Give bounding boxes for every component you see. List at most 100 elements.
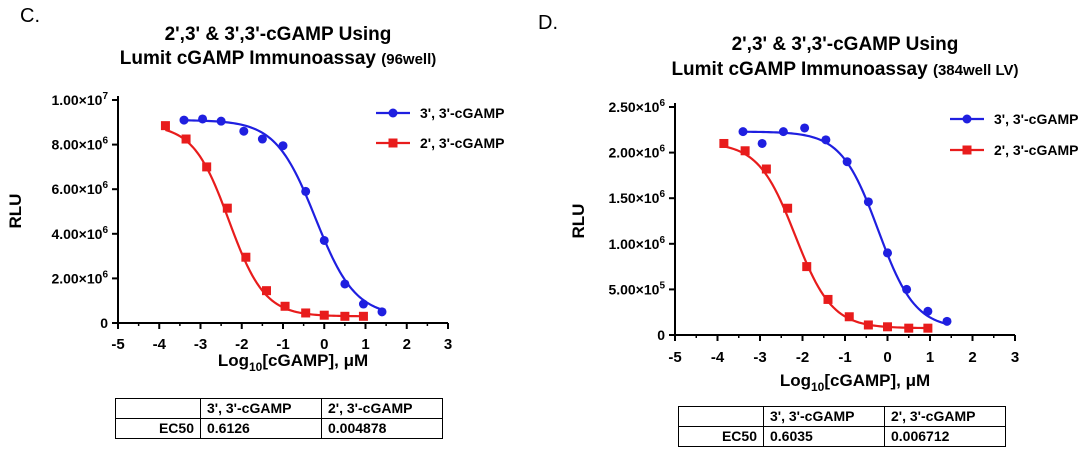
data-point-23 <box>904 323 914 333</box>
data-point-23 <box>262 286 271 296</box>
x-label-sub: 10 <box>811 380 825 394</box>
y-tick-label: 0 <box>100 315 108 331</box>
y-tick-exponent: 6 <box>102 225 108 236</box>
panel-d-letter: D. <box>538 12 558 34</box>
x-tick-label: -2 <box>796 349 809 366</box>
data-point-33 <box>863 197 873 207</box>
chart-title-line1: 2',3' & 3',3'-cGAMP Using <box>165 24 392 45</box>
y-tick-mantissa: 4.00×10 <box>51 226 102 242</box>
legend-label: 2', 3'-cGAMP <box>994 142 1078 158</box>
data-point-23 <box>863 320 873 330</box>
data-point-23 <box>202 162 212 172</box>
data-point-23 <box>883 322 892 332</box>
data-point-23 <box>844 312 854 322</box>
y-tick-mantissa: 8.00×10 <box>51 137 102 153</box>
data-point-23 <box>923 323 933 333</box>
x-tick-label: -4 <box>153 336 167 353</box>
x-tick-label: 1 <box>926 349 934 366</box>
legend-label: 3', 3'-cGAMP <box>420 105 504 121</box>
y-tick-label: 8.00×106 <box>51 136 108 153</box>
data-point-33 <box>377 307 387 317</box>
table-value-23: 0.004878 <box>321 418 443 439</box>
chart-title-line2: Lumit cGAMP Immunoassay (384well LV) <box>671 59 1018 80</box>
x-tick-label: -4 <box>711 349 725 366</box>
x-tick-label: -3 <box>194 336 207 353</box>
x-tick-label: -1 <box>276 336 289 353</box>
data-point-33 <box>942 316 952 326</box>
legend-marker-circle <box>388 108 398 118</box>
x-tick-label: -5 <box>111 336 124 353</box>
data-point-23 <box>280 301 290 311</box>
table-row-label: EC50 <box>115 418 201 439</box>
table-header-row: 3', 3'-cGAMP 2', 3'-cGAMP <box>678 406 1006 427</box>
x-label-main: Log <box>780 371 811 390</box>
data-point-33 <box>923 306 933 316</box>
panel-c-letter: C. <box>20 5 40 27</box>
x-tick-label: 2 <box>403 336 411 353</box>
x-axis-label: Log10[cGAMP], μM <box>218 351 368 374</box>
data-point-23 <box>160 121 170 131</box>
y-tick-exponent: 6 <box>102 136 108 147</box>
data-point-33 <box>319 235 329 245</box>
x-axis-label: Log10[cGAMP], μM <box>780 371 930 394</box>
data-point-33 <box>738 127 748 137</box>
x-tick-label: -3 <box>753 349 766 366</box>
x-tick-label: 3 <box>444 336 452 353</box>
data-point-33 <box>821 135 831 145</box>
y-tick-label: 1.00×106 <box>608 235 665 252</box>
chart-title-line2: Lumit cGAMP Immunoassay (96well) <box>120 48 437 69</box>
chart-title-suffix: (384well LV) <box>933 62 1019 79</box>
chart-title-main: Lumit cGAMP Immunoassay <box>120 48 382 69</box>
data-point-33 <box>757 138 767 148</box>
x-tick-label: 1 <box>361 336 369 353</box>
x-tick-label: 3 <box>1011 349 1019 366</box>
y-axis-label: RLU <box>6 194 25 229</box>
data-point-33 <box>179 115 189 125</box>
y-tick-mantissa: 6.00×10 <box>51 181 102 197</box>
data-point-23 <box>802 262 812 272</box>
chart-panel-c: 2',3' & 3',3'-cGAMP Using Lumit cGAMP Imm… <box>6 24 504 374</box>
data-point-33 <box>278 141 288 151</box>
x-label-main: Log <box>218 351 249 370</box>
table-row-label: EC50 <box>678 426 764 447</box>
data-point-33 <box>216 116 226 126</box>
ec50-table-d: 3', 3'-cGAMP 2', 3'-cGAMP EC50 0.6035 0.… <box>678 406 1006 447</box>
y-tick-label: 0 <box>657 327 665 343</box>
y-tick-label: 2.50×106 <box>608 98 665 115</box>
data-point-23 <box>740 146 750 156</box>
chart-panel-d: 2',3' & 3',3'-cGAMP Using Lumit cGAMP Imm… <box>569 34 1078 394</box>
x-tick-label: -5 <box>668 349 681 366</box>
legend-label: 2', 3'-cGAMP <box>420 135 504 151</box>
table-value-23: 0.006712 <box>884 426 1006 447</box>
data-point-33 <box>301 186 311 196</box>
y-tick-exponent: 6 <box>659 144 665 155</box>
y-tick-exponent: 6 <box>102 180 108 191</box>
x-tick-label: 0 <box>320 336 328 353</box>
data-point-33 <box>257 134 267 144</box>
y-tick-label: 1.50×106 <box>608 189 665 206</box>
chart-title-main: Lumit cGAMP Immunoassay <box>671 59 933 80</box>
data-point-33 <box>883 248 892 258</box>
y-tick-mantissa: 0 <box>657 327 665 343</box>
x-tick-label: -2 <box>235 336 248 353</box>
y-tick-exponent: 6 <box>102 269 108 280</box>
y-tick-mantissa: 1.50×10 <box>608 190 659 206</box>
x-tick-label: 2 <box>968 349 976 366</box>
x-tick-label: -1 <box>838 349 851 366</box>
table-row-ec50: EC50 0.6035 0.006712 <box>678 426 1006 447</box>
y-tick-mantissa: 1.00×10 <box>51 92 102 108</box>
data-point-23 <box>241 252 251 262</box>
data-point-23 <box>340 311 350 321</box>
table-header-blank <box>678 406 764 427</box>
y-tick-label: 4.00×106 <box>51 225 108 242</box>
x-label-rest: [cGAMP], μM <box>262 351 368 370</box>
table-row-ec50: EC50 0.6126 0.004878 <box>115 418 443 439</box>
legend-marker-circle <box>962 114 972 124</box>
data-point-33 <box>358 299 368 309</box>
y-axis-label: RLU <box>569 204 588 239</box>
data-point-33 <box>239 126 249 136</box>
data-point-23 <box>761 164 771 174</box>
table-value-33: 0.6035 <box>763 426 885 447</box>
data-point-23 <box>222 203 232 213</box>
y-tick-mantissa: 5.00×10 <box>608 281 659 297</box>
